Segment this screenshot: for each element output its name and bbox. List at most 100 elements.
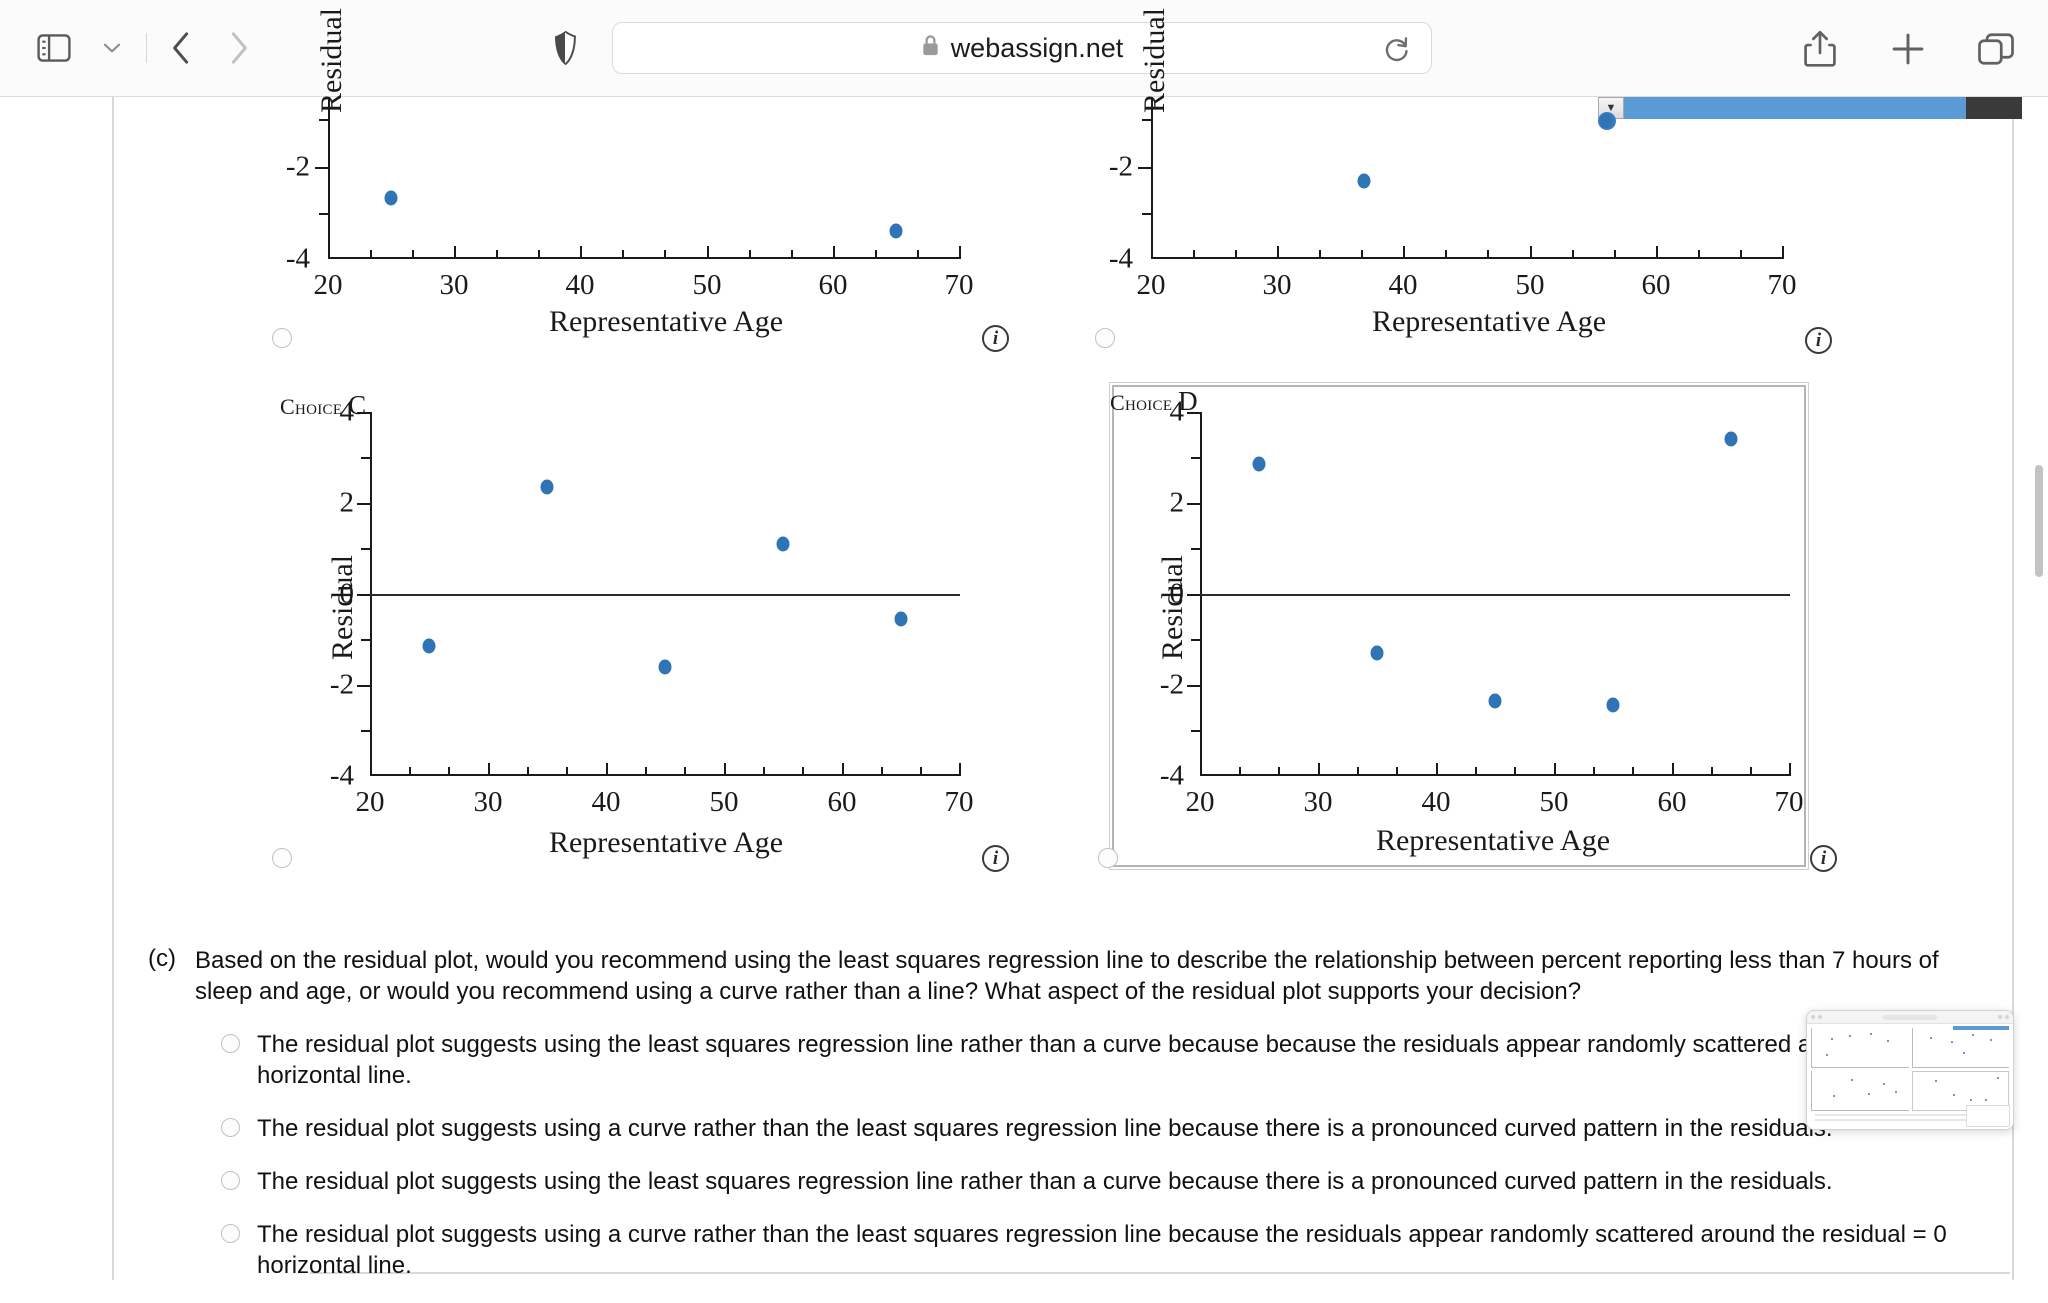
choice-d-ytick-0 (1187, 594, 1200, 596)
choice-c-xtick-minor (527, 767, 529, 776)
choice-c-plot-area: 4 2 0 -2 -4 20 30 40 50 60 70 (330, 396, 974, 819)
page-left-border (112, 97, 114, 1280)
choice-a-ylabel--2: -2 (285, 150, 310, 183)
sidebar-toggle-icon[interactable] (28, 22, 80, 74)
page-bottom-border (310, 1272, 2010, 1274)
choice-d-x-title: Representative Age (1375, 824, 1611, 857)
answer-option-4-radio[interactable] (221, 1224, 240, 1243)
shield-icon[interactable] (539, 22, 591, 74)
choice-b-ytick-minor2 (1142, 213, 1151, 215)
back-arrow-icon[interactable] (155, 22, 207, 74)
choice-c-radio[interactable] (272, 848, 292, 868)
choice-d-ytick-4 (1187, 412, 1200, 414)
choice-b-xtick-50 (1530, 246, 1532, 259)
choice-c-xlabel-50: 50 (709, 786, 739, 818)
address-bar[interactable]: webassign.net (612, 22, 1432, 74)
choice-a-radio[interactable] (272, 328, 292, 348)
choice-d-xtick-minor (1632, 767, 1634, 776)
choice-d-ytick-minor (1191, 730, 1200, 732)
choice-b-xtick-minor (1698, 250, 1700, 259)
choice-d-ylabel-0: 0 (1169, 577, 1185, 610)
plus-icon[interactable] (1882, 23, 1934, 75)
answer-option-2[interactable]: The residual plot suggests using a curve… (221, 1113, 1978, 1144)
answer-option-1[interactable]: The residual plot suggests using the lea… (221, 1029, 1978, 1091)
choice-a-xtick-60 (833, 246, 835, 259)
choice-d-ylabel--2: -2 (1159, 668, 1184, 701)
thumbnail-text-line (1815, 1119, 2005, 1121)
choice-c-xtick-40 (606, 763, 608, 776)
choice-c-ytick-minor (361, 457, 370, 459)
choice-b-x-title: Representative Age (1371, 305, 1607, 338)
question-block: (c) Based on the residual plot, would yo… (148, 945, 1978, 1303)
data-point (658, 659, 672, 675)
share-icon[interactable] (1794, 23, 1846, 75)
choice-d-title: Choice D (1110, 386, 1198, 417)
choice-c-xtick-20 (370, 763, 372, 776)
answer-option-3[interactable]: The residual plot suggests using the lea… (221, 1166, 1978, 1197)
choice-a-xtick-minor (791, 250, 793, 259)
choice-c-info-icon[interactable]: i (982, 845, 1009, 872)
choice-c-ytick-minor (361, 639, 370, 641)
reload-icon[interactable] (1383, 35, 1411, 68)
choice-c-xlabel-30: 30 (473, 786, 503, 818)
choice-d-xlabel-60: 60 (1657, 786, 1687, 818)
vertical-scrollbar[interactable] (2035, 465, 2043, 577)
choice-c-ytick-minor (361, 730, 370, 732)
data-point (1488, 693, 1502, 709)
thumbnail-mini-chart (1811, 1028, 1909, 1068)
answer-option-4[interactable]: The residual plot suggests using a curve… (221, 1219, 1978, 1281)
choice-d-radio[interactable] (1098, 848, 1118, 868)
choice-a-info-icon[interactable]: i (982, 325, 1009, 352)
sidebar-chevron-down-icon[interactable] (86, 22, 138, 74)
browser-toolbar: webassign.net (0, 0, 2048, 97)
choice-d-title-letter: D (1178, 386, 1198, 416)
answer-option-1-radio[interactable] (221, 1034, 240, 1053)
page-preview-thumbnail[interactable] (1806, 1010, 2014, 1130)
choice-d-xlabel-50: 50 (1539, 786, 1569, 818)
choice-d-xtick-minor (1396, 767, 1398, 776)
choice-a-xlabel-60: 60 (818, 269, 848, 301)
choice-b-xlabel-60: 60 (1641, 269, 1671, 301)
choice-d-xtick-50 (1554, 763, 1556, 776)
choice-b-info-icon[interactable]: i (1805, 327, 1832, 354)
choice-c-xtick-minor (920, 767, 922, 776)
choice-c-xtick-30 (488, 763, 490, 776)
thumbnail-toolbar (1807, 1011, 2013, 1024)
choice-c-title: Choice C (280, 390, 366, 421)
answer-option-3-radio[interactable] (221, 1171, 240, 1190)
data-point (1606, 697, 1620, 713)
choice-c-xlabel-60: 60 (827, 786, 857, 818)
choice-a-xtick-minor (496, 250, 498, 259)
choice-a-xtick-70 (959, 246, 961, 259)
choice-d-ylabel--4: -4 (1159, 759, 1184, 792)
choice-d-ytick--2 (1187, 685, 1200, 687)
choice-b-xtick-minor (1319, 250, 1321, 259)
thumbnail-address-pill (1883, 1014, 1937, 1020)
page-content (0, 97, 2048, 1280)
choice-a-ylabel--4: -4 (285, 242, 310, 275)
forward-arrow-icon[interactable] (213, 22, 265, 74)
choice-d-ylabel-4: 4 (1169, 395, 1185, 428)
choice-d-xlabel-70: 70 (1774, 786, 1804, 818)
choice-d-xtick-30 (1318, 763, 1320, 776)
data-point (889, 223, 903, 239)
choice-d-selection-box[interactable] (1112, 385, 1806, 867)
choice-a-xlabel-20: 20 (313, 269, 343, 301)
data-point (1724, 431, 1738, 447)
choice-c-xtick-minor (881, 767, 883, 776)
tab-overview-icon[interactable] (1970, 23, 2022, 75)
choice-a-xtick-30 (454, 246, 456, 259)
answer-option-2-radio[interactable] (221, 1118, 240, 1137)
data-point (384, 190, 398, 206)
choice-c-zero-line (370, 594, 960, 596)
choice-d-ylabel-2: 2 (1169, 486, 1185, 519)
choice-c-ytick-4 (357, 412, 370, 414)
choice-d-selection-box-outline (1109, 382, 1809, 870)
choice-d-x-axis (1200, 774, 1790, 776)
choice-b-radio[interactable] (1095, 328, 1115, 348)
choice-c-ytick-minor (361, 548, 370, 550)
choice-c-xtick-50 (724, 763, 726, 776)
choice-a-x-axis (328, 257, 960, 259)
choice-d-info-icon[interactable]: i (1810, 845, 1837, 872)
choice-b-xtick-minor (1235, 250, 1237, 259)
